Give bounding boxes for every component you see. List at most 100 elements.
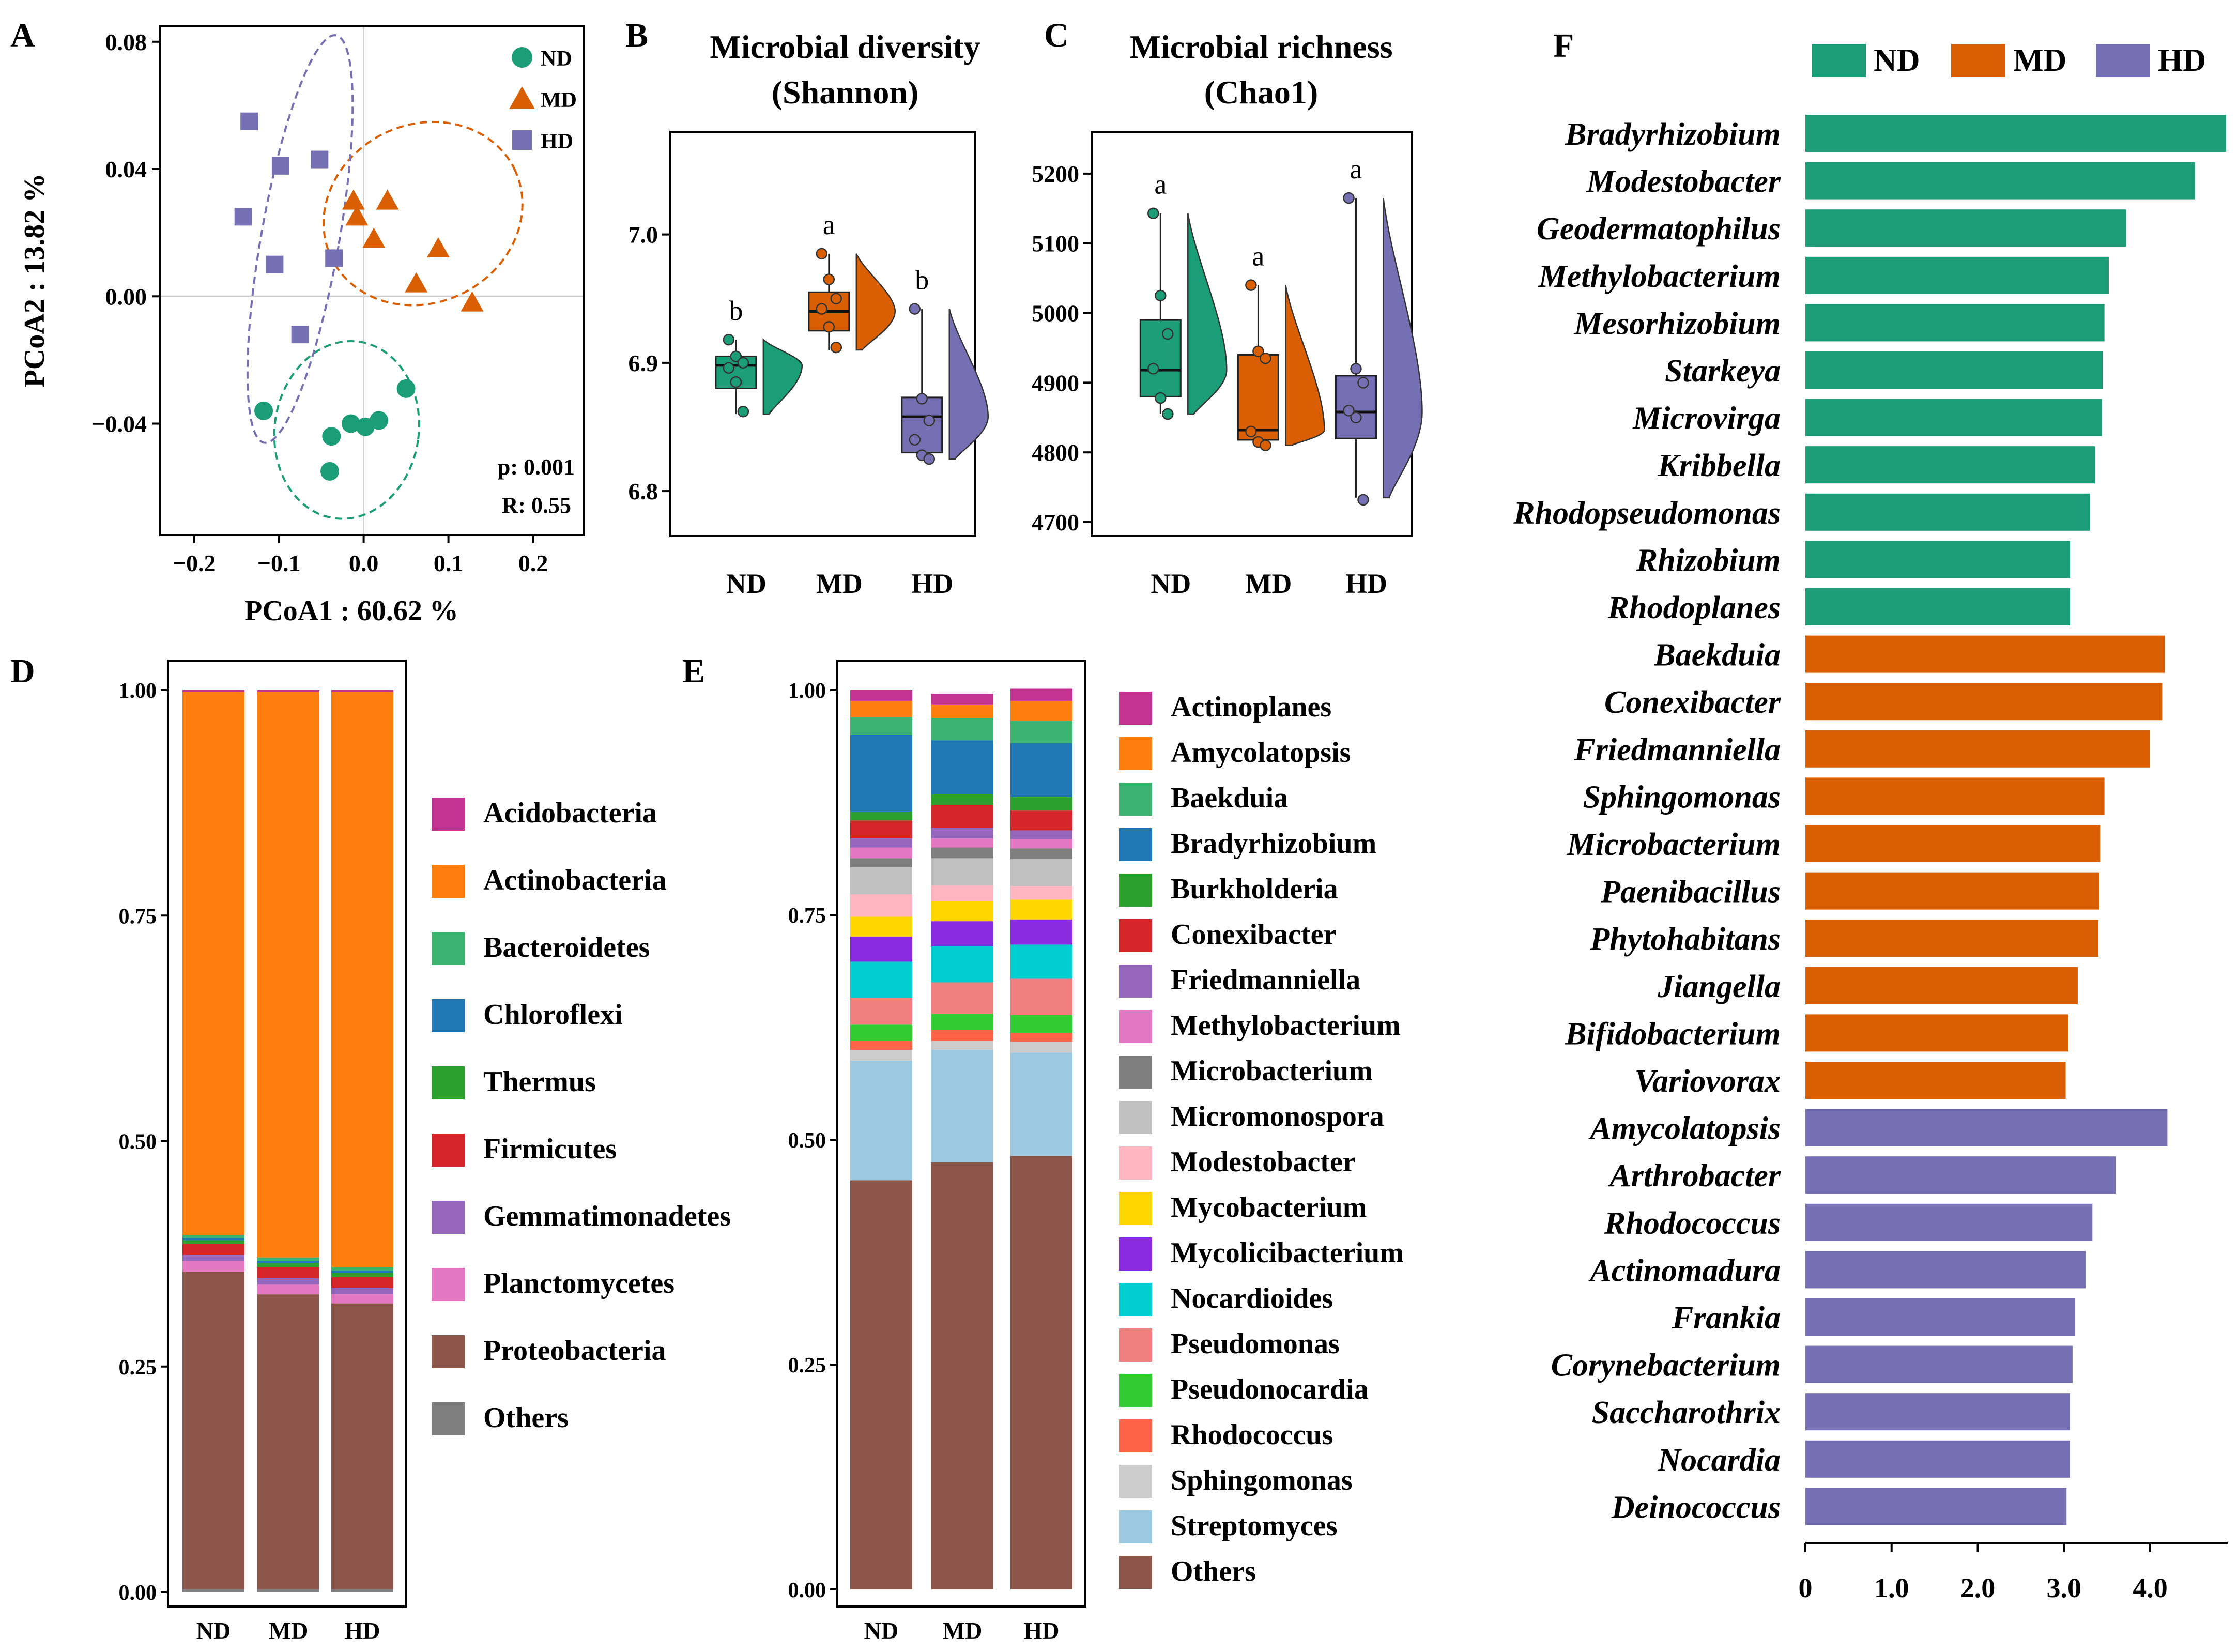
panel-title-line2: (Shannon) — [772, 74, 919, 111]
point-md — [342, 189, 365, 210]
jitter-point — [1245, 279, 1257, 291]
lda-bar-md — [1805, 920, 2098, 957]
legend-swatch — [432, 798, 465, 831]
jitter-point — [737, 357, 749, 369]
lda-bar-md — [1805, 1062, 2066, 1099]
bar-segment-bacteroidetes — [182, 1234, 244, 1238]
taxon-label: Frankia — [1672, 1301, 1781, 1336]
point-hd — [266, 255, 284, 273]
point-md — [426, 237, 450, 257]
significance-letter: a — [823, 209, 835, 240]
jitter-point — [823, 321, 835, 333]
confidence-ellipse-md — [323, 120, 524, 307]
point-hd — [234, 208, 252, 226]
point-md — [461, 291, 484, 312]
y-tick-label: 0.04 — [105, 156, 147, 182]
jitter-point — [723, 362, 735, 374]
bar-segment-baekduia — [850, 717, 912, 735]
lefse-panel: Bradyrhizobium Modestobacter Geodermatophi… — [1513, 43, 2228, 1603]
bar-segment-nocardioides — [850, 961, 912, 998]
x-tick-label: MD — [269, 1617, 309, 1644]
point-md — [376, 189, 399, 210]
y-tick-label: −0.04 — [91, 411, 147, 437]
bar-segment-pseudonocardia — [931, 1014, 993, 1030]
bar-segment-mycolicibacterium — [850, 936, 912, 962]
bar-segment-actinobacteria — [257, 692, 319, 1258]
jitter-point — [823, 273, 835, 285]
legend-swatch — [1119, 1237, 1152, 1271]
bar-segment-amycolatopsis — [850, 700, 912, 717]
jitter-point — [1155, 392, 1167, 404]
point-hd — [291, 326, 309, 344]
plot-frame — [669, 131, 976, 537]
point-nd — [342, 414, 360, 433]
legend-swatch — [1119, 1101, 1152, 1134]
box-hd — [1335, 375, 1377, 439]
bar-segment-planctomycetes — [182, 1261, 244, 1272]
y-tick-label: 1.00 — [788, 679, 826, 703]
taxon-label: Friedmanniella — [1573, 732, 1781, 768]
bar-segment-gemmatimonadetes — [182, 1255, 244, 1261]
jitter-point — [909, 434, 921, 446]
legend-swatch — [432, 1201, 465, 1234]
bar-segment-gemmatimonadetes — [331, 1288, 393, 1295]
jitter-point — [737, 405, 749, 418]
jitter-point — [1357, 377, 1369, 389]
lda-bar-nd — [1805, 399, 2102, 436]
panel-title-line2: (Chao1) — [1204, 74, 1318, 111]
bar-segment-bradyrhizobium — [850, 735, 912, 812]
bar-segment-modestobacter — [850, 894, 912, 917]
half-violin-nd — [1187, 213, 1228, 415]
taxon-label: Geodermatophilus — [1537, 211, 1781, 247]
jitter-point — [816, 248, 828, 260]
taxon-label: Amycolatopsis — [1588, 1111, 1781, 1146]
legend-label: Streptomyces — [1171, 1510, 1337, 1542]
legend-swatch — [1119, 1328, 1152, 1362]
lda-bar-md — [1805, 825, 2101, 862]
y-tick-label: 0.00 — [788, 1579, 826, 1602]
legend-swatch — [432, 1335, 465, 1368]
legend-label: Chloroflexi — [483, 999, 623, 1031]
taxon-label: Microvirga — [1632, 401, 1781, 436]
y-tick-label: 5100 — [1032, 231, 1079, 257]
pcoa-panel: −0.2 −0.1 0.0 0.1 0.2 −0.04 0.00 0.04 0.08 PCoA1 … — [19, 25, 585, 627]
legend-label: Pseudomonas — [1171, 1328, 1340, 1360]
lda-bar-nd — [1805, 162, 2195, 200]
lda-bar-md — [1805, 777, 2105, 815]
legend-label: Planctomycetes — [483, 1267, 675, 1299]
bar-segment-firmicutes — [257, 1267, 319, 1278]
significance-letter: b — [729, 295, 743, 326]
bar-segment-burkholderia — [850, 811, 912, 821]
taxon-label: Rhodopseudomonas — [1513, 496, 1781, 531]
legend-swatch — [1119, 828, 1152, 861]
x-tick-label: ND — [196, 1617, 231, 1644]
chao1-panel: Microbial richness (Chao1) 4700 4800 4900 500… — [1032, 28, 1423, 599]
jitter-point — [816, 303, 828, 315]
legend-swatch — [432, 999, 465, 1032]
bar-segment-thermus — [182, 1240, 244, 1244]
bar-segment-mycobacterium — [931, 901, 993, 922]
bar-segment-modestobacter — [931, 885, 993, 901]
legend-label: Conexibacter — [1171, 919, 1336, 951]
legend-label: Acidobacteria — [483, 797, 657, 829]
lda-bar-hd — [1805, 1251, 2086, 1289]
jitter-point — [1155, 289, 1167, 302]
bar-segment-pseudonocardia — [850, 1024, 912, 1041]
half-violin-nd — [762, 338, 803, 415]
point-nd — [322, 427, 341, 446]
jitter-point — [830, 341, 842, 354]
significance-letter: a — [1252, 241, 1264, 272]
x-tick-label: MD — [816, 568, 863, 599]
bar-segment-modestobacter — [1010, 886, 1072, 900]
legend-swatch — [432, 1268, 465, 1301]
x-tick-label: HD — [345, 1617, 380, 1644]
bar-segment-acidobacteria — [182, 690, 244, 692]
legend-label: Microbacterium — [1171, 1055, 1373, 1087]
bar-segment-bacteroidetes — [331, 1267, 393, 1271]
bar-segment-pseudomonas — [931, 982, 993, 1014]
y-tick-label: 0.00 — [105, 283, 147, 310]
y-tick-label: 5200 — [1032, 161, 1079, 187]
significance-letter: b — [915, 265, 929, 296]
taxon-label: Bradyrhizobium — [1565, 117, 1781, 152]
jitter-point — [916, 393, 928, 405]
